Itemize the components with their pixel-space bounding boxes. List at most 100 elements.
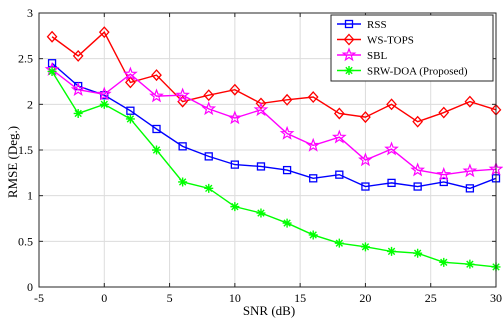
data-point — [413, 182, 422, 191]
data-point — [412, 115, 424, 128]
series-1 — [47, 59, 501, 193]
data-point — [307, 91, 319, 103]
y-tick-label: 2 — [27, 97, 33, 111]
data-point — [305, 137, 321, 152]
legend-label: WS-TOPS — [367, 35, 414, 47]
legend-entry: SBL — [337, 47, 387, 62]
data-point — [387, 246, 397, 256]
x-tick-label: 20 — [359, 291, 371, 305]
data-point — [125, 76, 136, 89]
y-tick-label: 0 — [27, 280, 33, 294]
x-tick-label: 0 — [101, 291, 107, 305]
legend-marker — [344, 66, 354, 75]
series-line — [51, 71, 497, 268]
data-point — [384, 141, 399, 156]
data-point — [436, 166, 452, 181]
data-point — [279, 125, 295, 140]
x-axis-ticks: -5 0 5 10 15 20 25 30 — [34, 13, 502, 305]
data-point — [334, 238, 344, 248]
y-tick-label: 3 — [27, 6, 33, 20]
x-tick-label: 15 — [294, 291, 306, 305]
data-point — [335, 170, 344, 179]
data-point — [47, 59, 57, 68]
series-line — [51, 62, 497, 190]
x-tick-label: 25 — [425, 291, 437, 305]
data-point — [331, 129, 347, 144]
data-point — [253, 102, 269, 117]
x-tick-label: -5 — [34, 291, 44, 305]
data-point — [281, 93, 293, 106]
x-tick-label: 5 — [167, 291, 173, 305]
legend-entry: RSS — [337, 19, 387, 31]
data-point — [70, 81, 86, 96]
data-point — [465, 184, 475, 193]
data-point — [255, 97, 267, 110]
legend-label: SBL — [367, 50, 387, 62]
legend: RSS WS-TOPS SBL SRW-DOA (Proposed) — [330, 14, 494, 82]
data-point — [73, 108, 83, 118]
legend-entry: WS-TOPS — [337, 33, 414, 47]
y-axis-label: RMSE (Deg.) — [5, 126, 20, 198]
data-point — [358, 152, 373, 167]
data-point — [387, 178, 396, 188]
data-point — [125, 114, 135, 124]
data-point — [100, 91, 109, 100]
data-point — [308, 230, 318, 240]
data-point — [149, 88, 164, 103]
data-point — [230, 202, 240, 212]
data-point — [464, 95, 476, 108]
series-line — [51, 69, 497, 176]
data-point — [360, 242, 370, 252]
data-point — [201, 101, 217, 116]
data-point — [413, 248, 423, 258]
series-3 — [44, 61, 503, 181]
data-point — [333, 107, 345, 120]
data-point — [175, 87, 190, 102]
data-point — [96, 86, 112, 101]
data-point — [439, 257, 449, 267]
data-point — [152, 124, 161, 134]
data-point — [152, 145, 162, 155]
data-point — [360, 111, 371, 124]
data-point — [126, 106, 135, 115]
data-point — [282, 218, 292, 228]
x-axis-label: SNR (dB) — [243, 303, 295, 318]
data-point — [282, 165, 292, 175]
data-point — [439, 177, 448, 187]
data-point — [178, 177, 188, 187]
legend-entry: SRW-DOA (Proposed) — [337, 66, 468, 78]
data-point — [46, 30, 58, 43]
data-point — [462, 163, 478, 178]
legend-marker — [343, 33, 355, 46]
data-point — [361, 182, 370, 191]
data-point — [309, 174, 318, 183]
data-point — [72, 49, 84, 62]
data-point — [99, 99, 109, 109]
data-point — [203, 89, 215, 102]
data-point — [256, 208, 266, 218]
data-point — [47, 66, 57, 76]
data-point — [178, 142, 187, 151]
data-point — [98, 26, 110, 39]
data-point — [438, 106, 450, 119]
x-tick-label: 30 — [490, 291, 502, 305]
data-point — [386, 98, 397, 111]
data-point — [410, 162, 426, 177]
data-point — [204, 183, 214, 193]
y-axis-ticks: 0 0.5 1 1.5 2 2.5 3 — [18, 6, 496, 294]
data-point — [465, 259, 475, 269]
data-point — [227, 110, 243, 125]
y-tick-label: 0.5 — [18, 234, 33, 248]
y-tick-label: 1.5 — [18, 143, 33, 157]
legend-marker — [344, 19, 354, 29]
data-point — [204, 152, 213, 161]
legend-marker — [341, 47, 357, 62]
data-point — [151, 69, 162, 82]
y-tick-label: 2.5 — [18, 52, 33, 66]
data-point — [229, 83, 241, 96]
data-point — [123, 66, 138, 81]
legend-label: SRW-DOA (Proposed) — [367, 66, 468, 78]
y-tick-label: 1 — [27, 189, 33, 203]
x-tick-label: 10 — [229, 291, 241, 305]
